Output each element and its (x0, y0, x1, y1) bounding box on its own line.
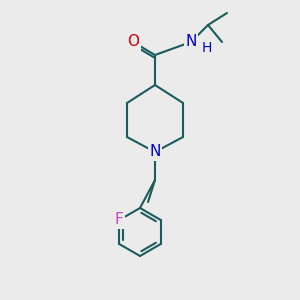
Text: N: N (185, 34, 197, 50)
Text: O: O (127, 34, 139, 50)
Text: H: H (202, 41, 212, 55)
Text: N: N (149, 145, 161, 160)
Text: F: F (115, 212, 124, 227)
